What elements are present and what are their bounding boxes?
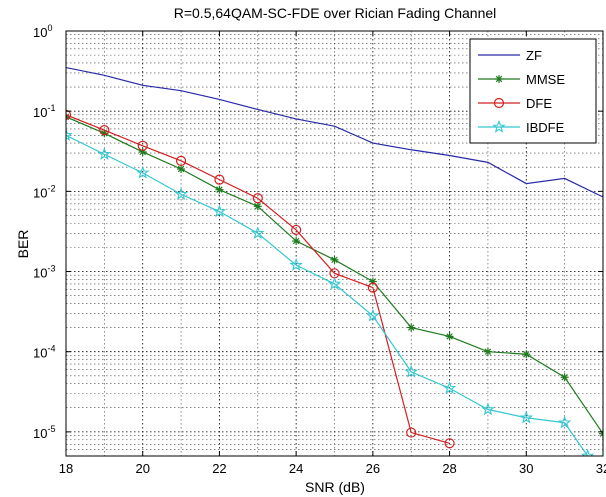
x-tick-label: 32 xyxy=(596,461,606,476)
data-point-ibdfe xyxy=(135,165,150,179)
data-point-dfe xyxy=(137,140,148,151)
x-axis-label: SNR (dB) xyxy=(305,479,365,495)
data-point-ibdfe xyxy=(289,258,303,271)
series-line-dfe xyxy=(66,114,450,444)
data-point-ibdfe xyxy=(557,415,572,429)
data-point-ibdfe xyxy=(442,381,457,394)
x-tick-label: 18 xyxy=(59,461,73,476)
legend-marker-ibdfe xyxy=(492,119,506,133)
data-point-ibdfe xyxy=(174,187,188,200)
data-point-mmse xyxy=(445,332,454,341)
data-point-dfe xyxy=(406,427,417,438)
data-point-ibdfe xyxy=(212,204,227,218)
plot-frame xyxy=(65,30,604,457)
data-point-mmse xyxy=(292,237,301,246)
axis-ticks: 18 20 22 24 26 28 30 32 10-5 10-4 10-3 10-2 10-1 100 xyxy=(33,23,606,476)
data-point-mmse xyxy=(253,202,262,211)
data-point-dfe xyxy=(175,155,187,166)
chart-title: R=0.5,64QAM-SC-FDE over Rician Fading Ch… xyxy=(174,5,497,21)
data-point-ibdfe xyxy=(481,402,495,416)
x-tick-label: 22 xyxy=(212,461,226,476)
data-point-mmse xyxy=(177,164,186,173)
data-point-ibdfe xyxy=(366,308,380,322)
legend-box xyxy=(469,38,597,144)
legend-marker-mmse xyxy=(495,75,503,83)
y-tick-label: 10-3 xyxy=(33,264,55,281)
legend-label-ibdfe: IBDFE xyxy=(526,120,565,135)
data-point-mmse xyxy=(560,373,569,382)
y-tick-label: 100 xyxy=(33,23,52,40)
x-tick-label: 30 xyxy=(519,461,533,476)
data-point-mmse xyxy=(330,255,339,264)
legend-label-mmse: MMSE xyxy=(526,72,565,87)
legend-label-dfe: DFE xyxy=(526,96,552,111)
data-point-mmse xyxy=(407,323,416,332)
y-tick-label: 10-4 xyxy=(33,344,55,361)
data-point-dfe xyxy=(99,125,110,136)
x-tick-label: 26 xyxy=(366,461,380,476)
data-point-ibdfe xyxy=(327,276,342,290)
data-point-dfe xyxy=(252,193,263,204)
data-point-ibdfe xyxy=(97,147,112,161)
data-point-ibdfe xyxy=(66,128,73,142)
data-point-ibdfe xyxy=(519,410,534,424)
data-point-ibdfe xyxy=(251,226,265,240)
y-tick-label: 10-1 xyxy=(33,103,55,120)
x-tick-label: 20 xyxy=(135,461,149,476)
data-point-mmse xyxy=(522,350,531,359)
data-point-mmse xyxy=(483,347,492,356)
legend-label-zf: ZF xyxy=(526,48,542,63)
x-tick-label: 24 xyxy=(289,461,303,476)
y-tick-label: 10-5 xyxy=(33,424,55,441)
y-axis-label: BER xyxy=(15,230,31,259)
data-point-dfe xyxy=(214,174,225,185)
data-point-dfe xyxy=(291,224,302,236)
data-point-dfe xyxy=(367,282,378,293)
series-line-ibdfe xyxy=(66,134,589,456)
series-line-zf xyxy=(66,66,603,198)
data-point-dfe xyxy=(66,109,72,120)
legend: ZF MMSE DFE IBDFE xyxy=(469,38,597,144)
grid xyxy=(66,31,603,456)
series-layer xyxy=(66,66,603,456)
legend-marker-dfe xyxy=(493,97,505,109)
data-point-dfe xyxy=(444,438,455,449)
y-tick-label: 10-2 xyxy=(33,183,55,200)
data-point-ibdfe xyxy=(580,448,595,456)
data-point-mmse xyxy=(215,185,224,194)
x-tick-label: 28 xyxy=(442,461,456,476)
data-point-ibdfe xyxy=(404,364,418,378)
